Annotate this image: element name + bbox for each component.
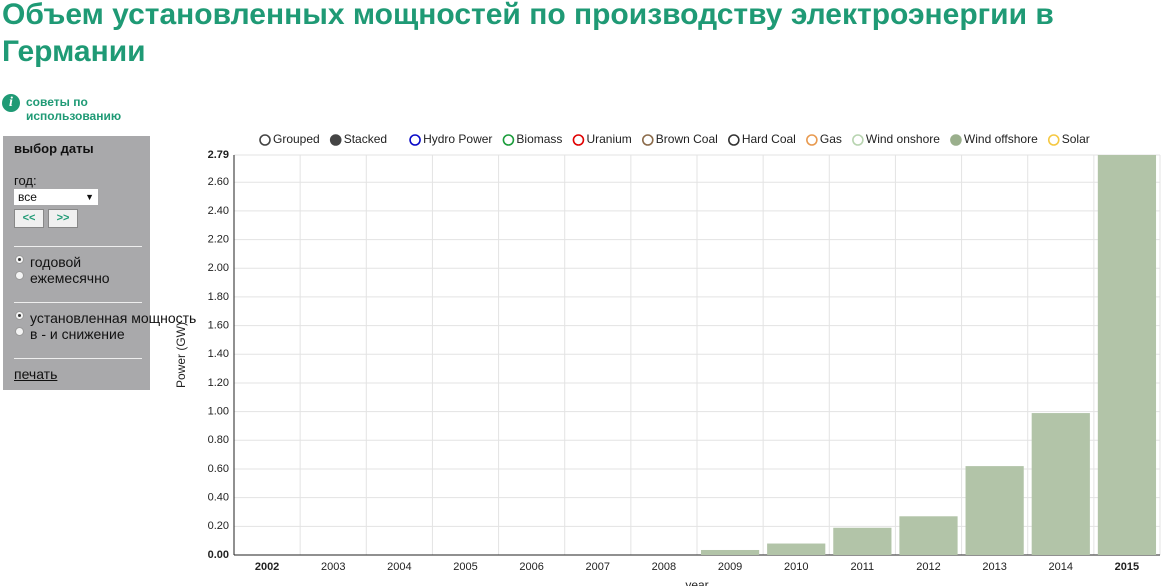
bar [965,466,1024,555]
x-tick-label: 2011 [851,561,875,573]
legend-item-label: Hydro Power [423,132,492,146]
legend-item-marker [728,134,740,146]
mode-option[interactable]: Grouped [259,132,320,146]
legend-item-label: Wind onshore [866,132,940,146]
x-tick-label: 2007 [586,561,610,573]
radio-label[interactable]: установленная мощность [30,310,197,326]
next-button[interactable]: >> [48,209,78,228]
x-tick-label: 2008 [652,561,676,573]
x-tick-label: 2015 [1115,561,1139,573]
y-tick-label: 2.00 [208,262,229,274]
bar [700,549,760,555]
legend-item-marker [409,134,421,146]
page-title: Объем установленных мощностей по произво… [2,0,1054,68]
y-axis-title: Power (GW) [174,322,188,388]
bar [1097,155,1157,555]
legend-item-label: Biomass [516,132,562,146]
x-axis-title: year [685,578,708,586]
mode-option-label: Grouped [273,132,320,146]
y-tick-label: 0.60 [208,463,229,475]
radio[interactable] [15,327,24,336]
y-tick-label: 0.40 [208,492,229,504]
legend-item[interactable]: Uranium [572,132,632,146]
year-select-value: все [18,190,37,204]
legend-item[interactable]: Gas [806,132,842,146]
y-tick-label: 0.00 [208,549,229,561]
legend-item-marker [572,134,585,146]
radio-label[interactable]: годовой [30,254,82,270]
legend-item[interactable]: Wind onshore [852,132,940,146]
bar [1031,413,1090,555]
mode-option-label: Stacked [344,132,387,146]
y-tick-label: 2.40 [208,205,229,217]
y-tick-label: 1.20 [208,377,229,389]
legend-item[interactable]: Biomass [502,132,562,146]
year-label: год: [14,173,37,188]
print-link[interactable]: печать [14,366,58,382]
x-tick-label: 2003 [321,561,345,573]
y-tick-label: 0.80 [208,434,229,446]
radio[interactable] [15,311,24,320]
legend-item[interactable]: Brown Coal [641,132,718,146]
legend-item-marker [806,134,818,146]
x-tick-label: 2012 [916,561,940,573]
y-tick-label: 1.00 [208,406,229,418]
legend-item[interactable]: Hydro Power [409,132,492,146]
legend-item-label: Wind offshore [964,132,1038,146]
legend-item-label: Solar [1062,132,1090,146]
y-tick-label: 1.60 [208,320,229,332]
legend-item-marker [1047,134,1060,146]
help-icon[interactable]: i [2,94,20,112]
legend-item-marker [852,134,864,146]
y-tick-label: 2.79 [208,149,229,161]
x-tick-label: 2005 [453,561,477,573]
mode-option-marker [259,134,271,146]
x-tick-label: 2004 [387,561,411,573]
y-tick-label: 2.60 [208,176,229,188]
legend-item[interactable]: Hard Coal [728,132,796,146]
radio[interactable] [15,255,24,264]
legend-item-label: Hard Coal [742,132,796,146]
sidebar: выбор даты год: все ▼ << >> годовой ежеме… [3,136,196,390]
help-link[interactable]: советы по использованию [26,95,122,123]
mode-option[interactable]: Stacked [329,132,387,146]
y-tick-label: 0.20 [208,520,229,532]
bar [767,543,826,555]
legend-item-label: Brown Coal [656,132,718,146]
legend-item-marker [641,134,654,146]
x-tick-label: 2010 [784,561,808,573]
mode-option-marker [329,134,342,146]
sidebar-heading: выбор даты [14,141,94,156]
x-tick-label: 2006 [519,561,543,573]
radio[interactable] [15,271,24,280]
divider [14,302,142,303]
legend-item-label: Uranium [586,132,631,146]
bar [899,516,958,555]
legend-item[interactable]: Wind offshore [950,132,1038,146]
x-tick-label: 2009 [718,561,742,573]
y-tick-label: 2.20 [208,233,229,245]
radio-label[interactable]: ежемесячно [30,270,110,286]
x-tick-label: 2014 [1049,561,1073,573]
x-tick-label: 2013 [982,561,1006,573]
y-tick-label: 1.40 [208,348,229,360]
y-tick-label: 1.80 [208,291,229,303]
year-select[interactable]: все ▼ [14,189,98,205]
bar [833,527,892,555]
x-tick-label: 2002 [255,561,279,573]
legend-item[interactable]: Solar [1047,132,1090,146]
legend-item-marker [502,134,515,146]
divider [14,358,142,359]
radio-label[interactable]: в - и снижение [30,326,125,342]
prev-button[interactable]: << [14,209,44,228]
legend-item-marker [950,134,962,146]
legend-item-label: Gas [820,132,842,146]
divider [14,246,142,247]
